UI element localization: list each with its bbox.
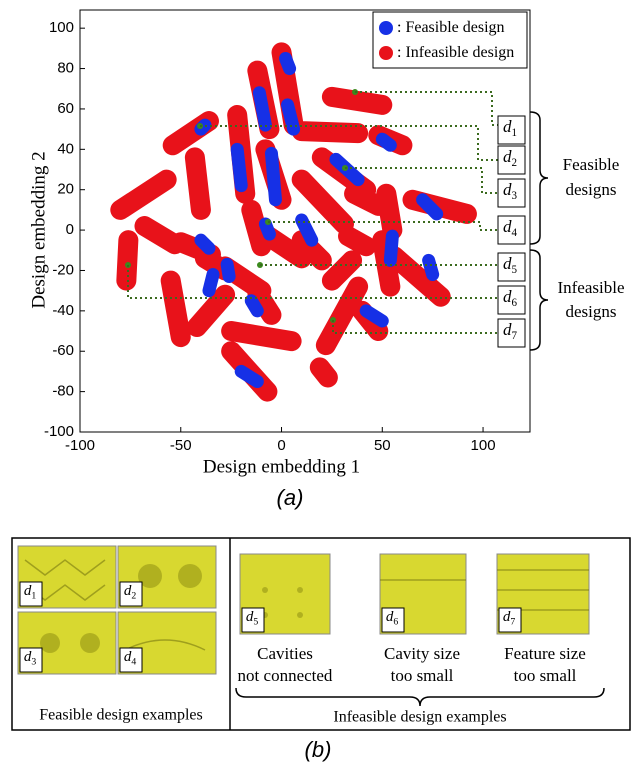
- y-tick-label: -20: [52, 261, 74, 278]
- caption: Infeasible design examples: [333, 709, 506, 726]
- y-tick-label: -100: [44, 423, 74, 440]
- legend-marker: [379, 21, 393, 35]
- legend-entry: :Infeasible design: [397, 44, 514, 61]
- y-axis-label: Design embedding 2: [28, 151, 49, 308]
- label-sub: 3: [511, 190, 517, 202]
- legend-separator: :: [397, 19, 401, 36]
- y-tick-label: 20: [57, 181, 74, 198]
- x-tick-label: -50: [170, 437, 192, 454]
- label-sub: 7: [511, 330, 517, 342]
- legend-text: Infeasible design: [405, 44, 514, 61]
- caption: too small: [391, 666, 454, 685]
- legend-entry: :Feasible design: [397, 19, 505, 36]
- label-sub: 2: [511, 157, 517, 169]
- y-tick-label: 60: [57, 100, 74, 117]
- label-sub: 1: [511, 127, 517, 139]
- y-tick-label: 0: [66, 221, 74, 238]
- caption: too small: [514, 666, 577, 685]
- label-sub: 6: [511, 297, 517, 309]
- legend-marker: [379, 46, 393, 60]
- caption: Feature size: [504, 644, 586, 663]
- group-label: Infeasible: [557, 278, 624, 297]
- caption: not connected: [238, 666, 333, 685]
- y-tick-label: -40: [52, 302, 74, 319]
- label-sub: 2: [131, 591, 136, 602]
- label-sub: 6: [393, 617, 398, 628]
- x-tick-label: 0: [277, 437, 285, 454]
- legend-separator: :: [397, 44, 401, 61]
- y-tick-label: -80: [52, 383, 74, 400]
- label-sub: 7: [510, 617, 515, 628]
- x-tick-label: 100: [471, 437, 496, 454]
- y-tick-label: 80: [57, 60, 74, 77]
- x-tick-label: 50: [374, 437, 391, 454]
- label-sub: 4: [131, 657, 136, 668]
- group-label: designs: [566, 180, 617, 199]
- y-tick-label: -60: [52, 342, 74, 359]
- y-tick-label: 40: [57, 140, 74, 157]
- y-tick-label: 100: [49, 19, 74, 36]
- x-axis-label: Design embedding 1: [203, 456, 360, 477]
- label-sub: 5: [511, 264, 517, 276]
- panel-label: (b): [305, 737, 332, 762]
- group-label: designs: [566, 302, 617, 321]
- caption: Feasible design examples: [39, 707, 203, 724]
- caption: Cavities: [257, 644, 313, 663]
- label-sub: 3: [31, 657, 36, 668]
- label-sub: 1: [31, 591, 36, 602]
- panel-label: (a): [277, 485, 304, 510]
- label-sub: 4: [511, 227, 517, 239]
- figure: -100-50050100-100-80-60-40-2002040608010…: [0, 0, 642, 766]
- group-label: Feasible: [563, 155, 620, 174]
- caption: Cavity size: [384, 644, 460, 663]
- legend-text: Feasible design: [405, 19, 504, 36]
- label-sub: 5: [253, 617, 258, 628]
